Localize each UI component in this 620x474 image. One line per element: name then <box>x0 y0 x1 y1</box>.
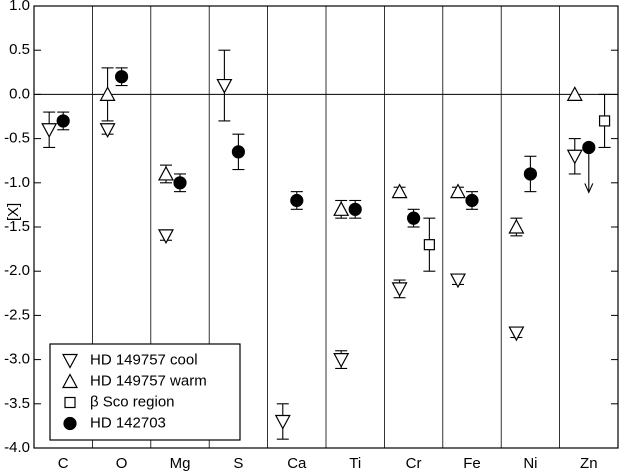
data-point <box>508 218 525 234</box>
data-point <box>423 239 435 251</box>
y-tick-label: -0.5 <box>4 130 30 147</box>
y-tick-label: -4.0 <box>4 439 30 456</box>
x-tick-label: Ni <box>523 455 537 472</box>
data-point <box>290 193 304 208</box>
data-point <box>274 414 291 430</box>
data-point <box>333 201 350 216</box>
data-point <box>449 273 466 289</box>
y-tick-label: 1.0 <box>9 0 30 14</box>
y-axis-label: [X] <box>5 203 22 221</box>
x-tick-label: Zn <box>580 455 598 472</box>
legend-label: HD 142703 <box>90 414 166 431</box>
data-point <box>231 145 245 159</box>
x-tick-label: S <box>233 455 243 472</box>
data-point <box>391 282 408 298</box>
legend-label: β Sco region <box>90 393 175 410</box>
data-point <box>56 114 70 128</box>
legend-marker <box>64 396 76 409</box>
data-point <box>449 183 466 199</box>
y-tick-label: -2.0 <box>4 262 30 279</box>
data-point <box>157 229 174 245</box>
x-tick-label: Ca <box>287 455 307 472</box>
y-tick-label: -1.5 <box>4 218 30 235</box>
y-tick-label: -2.5 <box>4 306 30 323</box>
data-point <box>348 202 362 216</box>
data-point <box>582 140 596 155</box>
data-point <box>99 123 116 139</box>
x-tick-label: Cr <box>406 455 422 472</box>
data-point <box>391 183 408 199</box>
x-tick-label: C <box>58 455 69 472</box>
data-point <box>566 86 583 102</box>
y-tick-label: -3.0 <box>4 351 30 368</box>
y-tick-label: -3.5 <box>4 395 30 412</box>
y-tick-label: 0.0 <box>9 85 30 102</box>
arrow-head <box>584 183 594 194</box>
legend-box <box>49 343 241 441</box>
legend-label: HD 149757 warm <box>90 372 207 389</box>
legend: HD 149757 cool HD 149757 warm β Sco region… <box>49 343 241 441</box>
data-point <box>407 211 421 225</box>
upper-limit-arrow <box>584 147 594 194</box>
data-point <box>41 123 58 139</box>
legend-marker <box>61 373 79 389</box>
data-point <box>508 326 525 342</box>
data-point <box>566 149 583 165</box>
x-tick-label: Ti <box>349 455 361 472</box>
data-point <box>157 165 174 181</box>
legend-marker <box>61 353 79 369</box>
data-point <box>99 86 116 102</box>
legend-label: HD 149757 cool <box>90 351 198 368</box>
data-point <box>465 193 479 208</box>
x-tick-label: Mg <box>170 455 191 472</box>
y-tick-label: -1.0 <box>4 174 30 191</box>
data-point <box>333 353 350 368</box>
data-point <box>114 70 129 84</box>
x-tick-label: Fe <box>463 455 481 472</box>
data-point <box>598 115 611 127</box>
y-tick-label: 0.5 <box>9 41 30 58</box>
data-point <box>173 176 187 190</box>
data-point <box>216 78 233 94</box>
legend-marker <box>63 416 77 431</box>
data-point <box>523 167 538 181</box>
x-tick-label: O <box>116 455 128 472</box>
